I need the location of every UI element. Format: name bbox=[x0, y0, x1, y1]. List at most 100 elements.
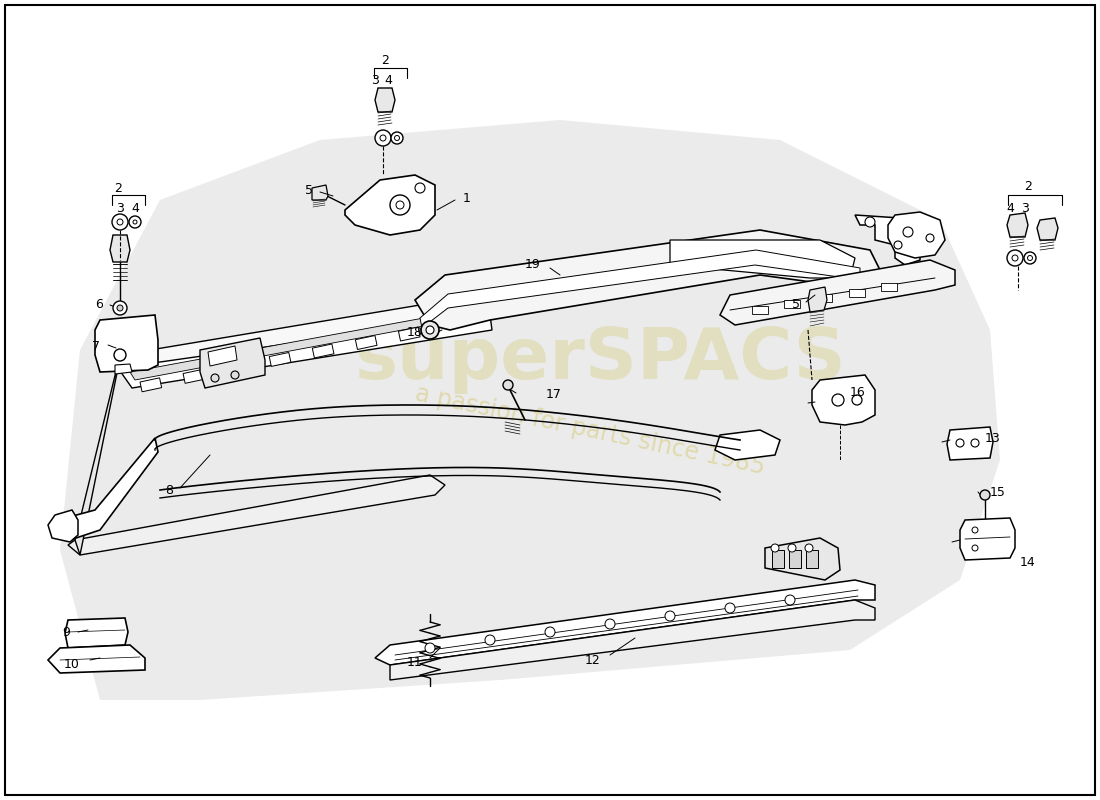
Polygon shape bbox=[375, 88, 395, 112]
Polygon shape bbox=[1037, 218, 1058, 240]
Text: 1: 1 bbox=[463, 191, 471, 205]
Bar bbox=[789, 550, 801, 568]
Circle shape bbox=[832, 394, 844, 406]
Polygon shape bbox=[881, 283, 896, 291]
Polygon shape bbox=[390, 600, 874, 680]
Circle shape bbox=[785, 595, 795, 605]
Polygon shape bbox=[227, 361, 248, 375]
Polygon shape bbox=[855, 215, 920, 265]
Polygon shape bbox=[816, 294, 833, 302]
Polygon shape bbox=[784, 300, 800, 308]
Polygon shape bbox=[183, 370, 205, 383]
Circle shape bbox=[771, 544, 779, 552]
Circle shape bbox=[379, 135, 386, 141]
Polygon shape bbox=[95, 315, 158, 372]
Polygon shape bbox=[48, 645, 145, 673]
Text: 11: 11 bbox=[406, 655, 422, 669]
Polygon shape bbox=[420, 250, 860, 328]
Polygon shape bbox=[118, 315, 492, 388]
Circle shape bbox=[894, 241, 902, 249]
Circle shape bbox=[725, 603, 735, 613]
Circle shape bbox=[956, 439, 964, 447]
Polygon shape bbox=[947, 427, 993, 460]
Circle shape bbox=[788, 544, 796, 552]
Circle shape bbox=[544, 627, 556, 637]
Circle shape bbox=[1012, 255, 1018, 261]
Text: 2: 2 bbox=[114, 182, 122, 194]
Text: 15: 15 bbox=[990, 486, 1005, 498]
Polygon shape bbox=[312, 344, 334, 358]
Circle shape bbox=[1024, 252, 1036, 264]
Circle shape bbox=[852, 395, 862, 405]
Circle shape bbox=[425, 643, 435, 653]
Text: 14: 14 bbox=[1020, 555, 1036, 569]
Polygon shape bbox=[75, 355, 120, 555]
Circle shape bbox=[129, 216, 141, 228]
Polygon shape bbox=[130, 315, 446, 380]
Text: 9: 9 bbox=[62, 626, 70, 638]
Text: 7: 7 bbox=[92, 339, 100, 353]
Text: 4: 4 bbox=[1006, 202, 1014, 214]
Circle shape bbox=[117, 305, 123, 311]
Polygon shape bbox=[58, 438, 158, 540]
Circle shape bbox=[971, 439, 979, 447]
Polygon shape bbox=[312, 185, 328, 200]
Polygon shape bbox=[270, 353, 290, 366]
Polygon shape bbox=[812, 375, 874, 425]
Polygon shape bbox=[60, 120, 1000, 700]
Text: 5: 5 bbox=[792, 298, 800, 311]
Polygon shape bbox=[110, 235, 130, 262]
Polygon shape bbox=[670, 240, 855, 278]
Text: 8: 8 bbox=[165, 485, 173, 498]
Circle shape bbox=[396, 201, 404, 209]
Text: 5: 5 bbox=[305, 183, 314, 197]
Circle shape bbox=[903, 227, 913, 237]
Text: 18: 18 bbox=[407, 326, 424, 339]
Polygon shape bbox=[849, 289, 865, 297]
Text: 16: 16 bbox=[850, 386, 866, 399]
Text: a passion for parts since 1985: a passion for parts since 1985 bbox=[412, 381, 767, 479]
Circle shape bbox=[421, 321, 439, 339]
Polygon shape bbox=[764, 538, 840, 580]
Text: superSPACS: superSPACS bbox=[354, 326, 846, 394]
Polygon shape bbox=[116, 364, 132, 374]
Polygon shape bbox=[355, 335, 377, 350]
Polygon shape bbox=[68, 475, 446, 555]
Circle shape bbox=[390, 132, 403, 144]
Circle shape bbox=[114, 349, 126, 361]
Polygon shape bbox=[208, 346, 236, 366]
Text: 13: 13 bbox=[984, 431, 1001, 445]
Circle shape bbox=[415, 183, 425, 193]
Polygon shape bbox=[118, 295, 495, 375]
Text: 3: 3 bbox=[371, 74, 378, 86]
Circle shape bbox=[375, 130, 390, 146]
Circle shape bbox=[231, 371, 239, 379]
Text: 2: 2 bbox=[1024, 181, 1032, 194]
Circle shape bbox=[805, 544, 813, 552]
Circle shape bbox=[605, 619, 615, 629]
Circle shape bbox=[113, 301, 127, 315]
Polygon shape bbox=[375, 580, 874, 665]
Circle shape bbox=[390, 195, 410, 215]
Text: 17: 17 bbox=[546, 389, 562, 402]
Circle shape bbox=[972, 545, 978, 551]
Circle shape bbox=[133, 220, 138, 224]
Circle shape bbox=[1006, 250, 1023, 266]
Circle shape bbox=[666, 611, 675, 621]
Polygon shape bbox=[345, 175, 434, 235]
Text: 12: 12 bbox=[584, 654, 600, 666]
Circle shape bbox=[211, 374, 219, 382]
Polygon shape bbox=[1006, 213, 1028, 237]
Polygon shape bbox=[752, 306, 768, 314]
Text: 4: 4 bbox=[384, 74, 392, 86]
Polygon shape bbox=[715, 430, 780, 460]
Polygon shape bbox=[415, 230, 880, 330]
Circle shape bbox=[972, 527, 978, 533]
Text: 4: 4 bbox=[131, 202, 139, 214]
Circle shape bbox=[926, 234, 934, 242]
Circle shape bbox=[1027, 255, 1033, 261]
Polygon shape bbox=[140, 378, 162, 392]
Polygon shape bbox=[200, 338, 265, 388]
Circle shape bbox=[117, 219, 123, 225]
Bar bbox=[772, 550, 784, 568]
